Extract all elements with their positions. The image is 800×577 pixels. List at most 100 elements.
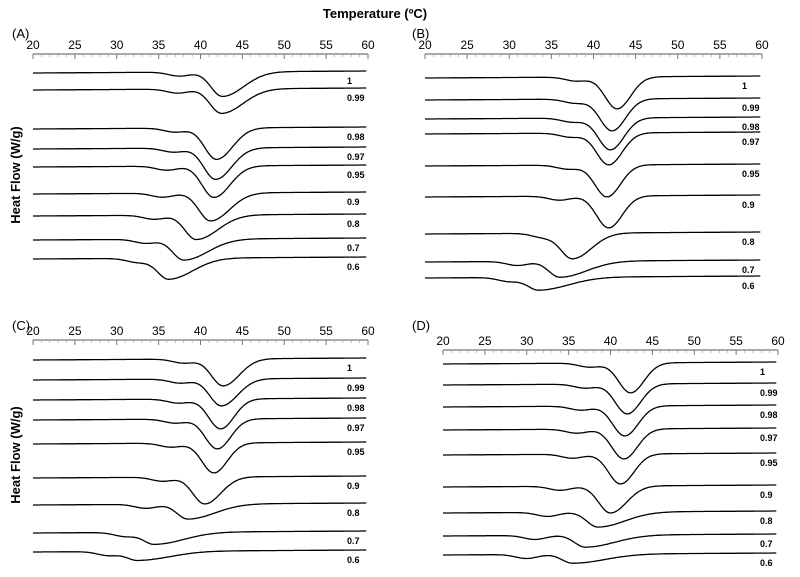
series-line-0.99 xyxy=(33,377,367,407)
series-label: 0.8 xyxy=(347,219,360,229)
x-tick-label: 40 xyxy=(604,334,618,348)
x-tick-label: 50 xyxy=(278,38,292,52)
series-line-1 xyxy=(33,70,367,98)
series-line-0.7 xyxy=(443,533,777,548)
series-line-0.9 xyxy=(33,475,367,505)
series-line-0.9 xyxy=(33,191,367,222)
series-label: 0.99 xyxy=(760,388,778,398)
series-line-0.7 xyxy=(33,237,367,261)
heat-flow-title-bottom: Heat Flow (W/g) xyxy=(8,406,23,504)
x-tick-label: 60 xyxy=(361,38,375,52)
series-label: 0.9 xyxy=(760,490,773,500)
x-tick-label: 50 xyxy=(671,38,685,52)
series-label: 0.8 xyxy=(347,508,360,518)
series-line-0.98 xyxy=(33,126,367,161)
series-label: 0.97 xyxy=(742,137,760,147)
x-tick-label: 35 xyxy=(562,334,576,348)
series-label: 0.7 xyxy=(347,536,360,546)
series-line-0.9 xyxy=(425,194,761,229)
x-tick-label: 30 xyxy=(110,324,124,338)
panels-group: (A) 20 25 30 35 40 45 50 55 60 1 0.99 0.98 0.97 0.95 0.… xyxy=(12,26,785,568)
series-line-0.8 xyxy=(425,231,761,260)
x-tick-label: 55 xyxy=(319,324,333,338)
x-tick-label: 30 xyxy=(110,38,124,52)
x-tick-label: 45 xyxy=(236,324,250,338)
series-label: 0.97 xyxy=(347,152,365,162)
series-label: 0.98 xyxy=(347,403,365,413)
x-tick-label: 50 xyxy=(688,334,702,348)
series-line-1 xyxy=(425,75,761,110)
x-tick-label: 55 xyxy=(729,334,743,348)
panel-label: (B) xyxy=(412,26,429,41)
series-label: 0.99 xyxy=(742,103,760,113)
panel-3: (C)20 25 30 35 40 45 50 55 60 1 0.99 0.98 0.97 0.95 0.… xyxy=(12,318,375,565)
series-line-0.95 xyxy=(33,441,367,474)
series-line-0.97 xyxy=(33,417,367,450)
panel-label: (C) xyxy=(12,318,30,333)
x-tick-label: 35 xyxy=(152,38,166,52)
x-tick-label: 40 xyxy=(587,38,601,52)
series-label: 0.6 xyxy=(347,555,360,565)
x-tick-label: 25 xyxy=(478,334,492,348)
series-line-0.6 xyxy=(33,256,367,280)
series-line-0.8 xyxy=(443,510,777,528)
series-line-0.98 xyxy=(33,397,367,430)
series-line-0.6 xyxy=(443,552,777,564)
x-tick-label: 30 xyxy=(520,334,534,348)
series-line-0.98 xyxy=(443,404,777,437)
x-tick-label: 20 xyxy=(418,38,432,52)
series-label: 0.9 xyxy=(742,200,755,210)
x-tick-label: 25 xyxy=(68,324,82,338)
x-tick-label: 45 xyxy=(646,334,660,348)
series-label: 0.95 xyxy=(760,458,778,468)
series-line-0.6 xyxy=(425,275,761,291)
series-label: 0.8 xyxy=(760,516,773,526)
panel-1: (A)20 25 30 35 40 45 50 55 60 1 0.99 0.98 0.97 0.95 0.… xyxy=(12,26,375,280)
x-tick-label: 55 xyxy=(319,38,333,52)
series-line-0.97 xyxy=(33,146,367,181)
x-tick-label: 40 xyxy=(194,324,208,338)
x-tick-label: 55 xyxy=(713,38,727,52)
series-label: 0.97 xyxy=(760,433,778,443)
series-line-0.99 xyxy=(443,382,777,415)
heat-flow-title-top: Heat Flow (W/g) xyxy=(8,126,23,224)
x-tick-label: 30 xyxy=(503,38,517,52)
x-tick-label: 25 xyxy=(68,38,82,52)
panel-label: (A) xyxy=(12,26,29,41)
series-line-0.7 xyxy=(425,259,761,278)
series-label: 0.6 xyxy=(347,262,360,272)
series-label: 0.98 xyxy=(760,410,778,420)
series-line-0.99 xyxy=(33,87,367,115)
figure-top-title: Temperature (ºC) xyxy=(323,6,427,21)
series-label: 0.7 xyxy=(742,265,755,275)
series-label: 0.98 xyxy=(742,122,760,132)
series-label: 0.7 xyxy=(760,539,773,549)
x-tick-label: 45 xyxy=(629,38,643,52)
series-line-0.98 xyxy=(425,116,761,151)
series-label: 0.8 xyxy=(742,237,755,247)
series-label: 1 xyxy=(347,363,352,373)
series-line-1 xyxy=(443,361,777,394)
series-line-0.7 xyxy=(33,530,367,546)
series-label: 0.7 xyxy=(347,243,360,253)
series-line-0.97 xyxy=(425,131,761,166)
x-tick-label: 60 xyxy=(755,38,769,52)
series-label: 0.9 xyxy=(347,481,360,491)
series-line-0.95 xyxy=(425,163,761,198)
series-label: 0.99 xyxy=(347,93,365,103)
x-tick-label: 45 xyxy=(236,38,250,52)
x-tick-label: 25 xyxy=(460,38,474,52)
series-line-0.95 xyxy=(443,452,777,485)
series-line-0.8 xyxy=(33,213,367,241)
series-label: 0.98 xyxy=(347,132,365,142)
series-label: 0.6 xyxy=(742,281,755,291)
x-tick-label: 35 xyxy=(152,324,166,338)
series-label: 0.95 xyxy=(347,170,365,180)
series-label: 0.95 xyxy=(742,169,760,179)
series-label: 0.95 xyxy=(347,447,365,457)
series-label: 1 xyxy=(742,81,747,91)
series-line-0.6 xyxy=(33,549,367,562)
series-line-0.9 xyxy=(443,484,777,514)
x-tick-label: 35 xyxy=(545,38,559,52)
